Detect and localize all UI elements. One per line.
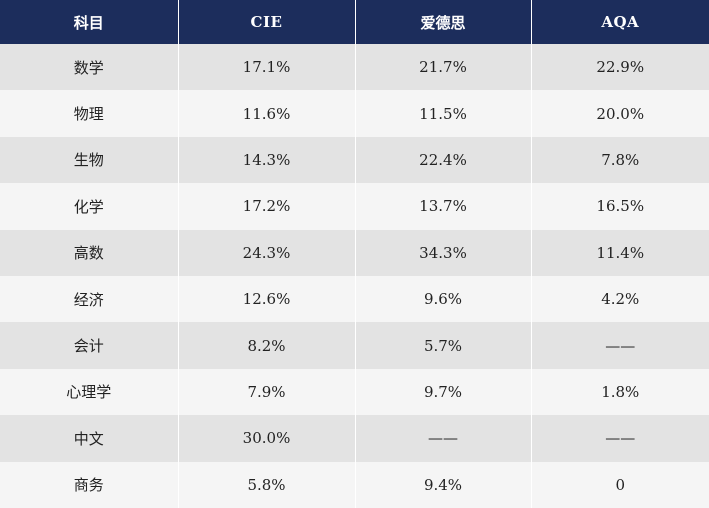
cie-cell: 30.0% (177, 415, 355, 462)
header-edexcel: 爱德思 (354, 0, 531, 44)
subject-cell: 生物 (0, 136, 178, 184)
cie-cell: 11.6% (177, 90, 355, 137)
aqa-cell: 0 (530, 461, 709, 508)
cie-cell: 14.3% (177, 136, 355, 184)
aqa-cell: 20.0% (530, 90, 709, 137)
subject-cell: 会计 (0, 322, 178, 369)
header-aqa: AQA (530, 0, 709, 44)
subject-cell: 心理学 (0, 368, 178, 416)
table-row: 高数 24.3% 34.3% 11.4% (0, 229, 709, 276)
header-row: 科目 CIE 爱德思 AQA (0, 0, 709, 44)
header-cie: CIE (177, 0, 355, 44)
aqa-cell: 7.8% (530, 136, 709, 184)
cie-cell: 12.6% (177, 275, 355, 323)
cie-cell: 17.1% (177, 44, 355, 91)
edexcel-cell: 9.7% (354, 368, 531, 416)
cie-cell: 17.2% (177, 183, 355, 230)
aqa-cell: 16.5% (530, 183, 709, 230)
aqa-cell: 1.8% (530, 368, 709, 416)
table-row: 经济 12.6% 9.6% 4.2% (0, 275, 709, 323)
subject-cell: 化学 (0, 183, 178, 230)
subject-cell: 物理 (0, 90, 178, 137)
table-row: 商务 5.8% 9.4% 0 (0, 461, 709, 508)
cie-cell: 8.2% (177, 322, 355, 369)
table-row: 心理学 7.9% 9.7% 1.8% (0, 368, 709, 416)
aqa-cell: —— (530, 415, 709, 462)
edexcel-cell: 11.5% (354, 90, 531, 137)
edexcel-cell: 9.4% (354, 461, 531, 508)
edexcel-cell: 34.3% (354, 229, 531, 276)
aqa-cell: 11.4% (530, 229, 709, 276)
aqa-cell: —— (530, 322, 709, 369)
edexcel-cell: 13.7% (354, 183, 531, 230)
subject-cell: 数学 (0, 44, 178, 91)
subject-cell: 高数 (0, 229, 178, 276)
aqa-cell: 22.9% (530, 44, 709, 91)
table-row: 会计 8.2% 5.7% —— (0, 322, 709, 369)
edexcel-cell: 9.6% (354, 275, 531, 323)
table-body: 数学 17.1% 21.7% 22.9% 物理 11.6% 11.5% 20.0… (0, 44, 709, 508)
header-subject: 科目 (0, 0, 178, 44)
subject-cell: 商务 (0, 461, 178, 508)
subject-cell: 经济 (0, 275, 178, 323)
edexcel-cell: 22.4% (354, 136, 531, 184)
cie-cell: 7.9% (177, 368, 355, 416)
edexcel-cell: 21.7% (354, 44, 531, 91)
table-row: 中文 30.0% —— —— (0, 415, 709, 462)
table-row: 数学 17.1% 21.7% 22.9% (0, 44, 709, 91)
table-header: 科目 CIE 爱德思 AQA (0, 0, 709, 44)
edexcel-cell: 5.7% (354, 322, 531, 369)
cie-cell: 5.8% (177, 461, 355, 508)
table-row: 物理 11.6% 11.5% 20.0% (0, 90, 709, 137)
edexcel-cell: —— (354, 415, 531, 462)
aqa-cell: 4.2% (530, 275, 709, 323)
table-row: 生物 14.3% 22.4% 7.8% (0, 136, 709, 184)
subject-cell: 中文 (0, 415, 178, 462)
table-row: 化学 17.2% 13.7% 16.5% (0, 183, 709, 230)
cie-cell: 24.3% (177, 229, 355, 276)
